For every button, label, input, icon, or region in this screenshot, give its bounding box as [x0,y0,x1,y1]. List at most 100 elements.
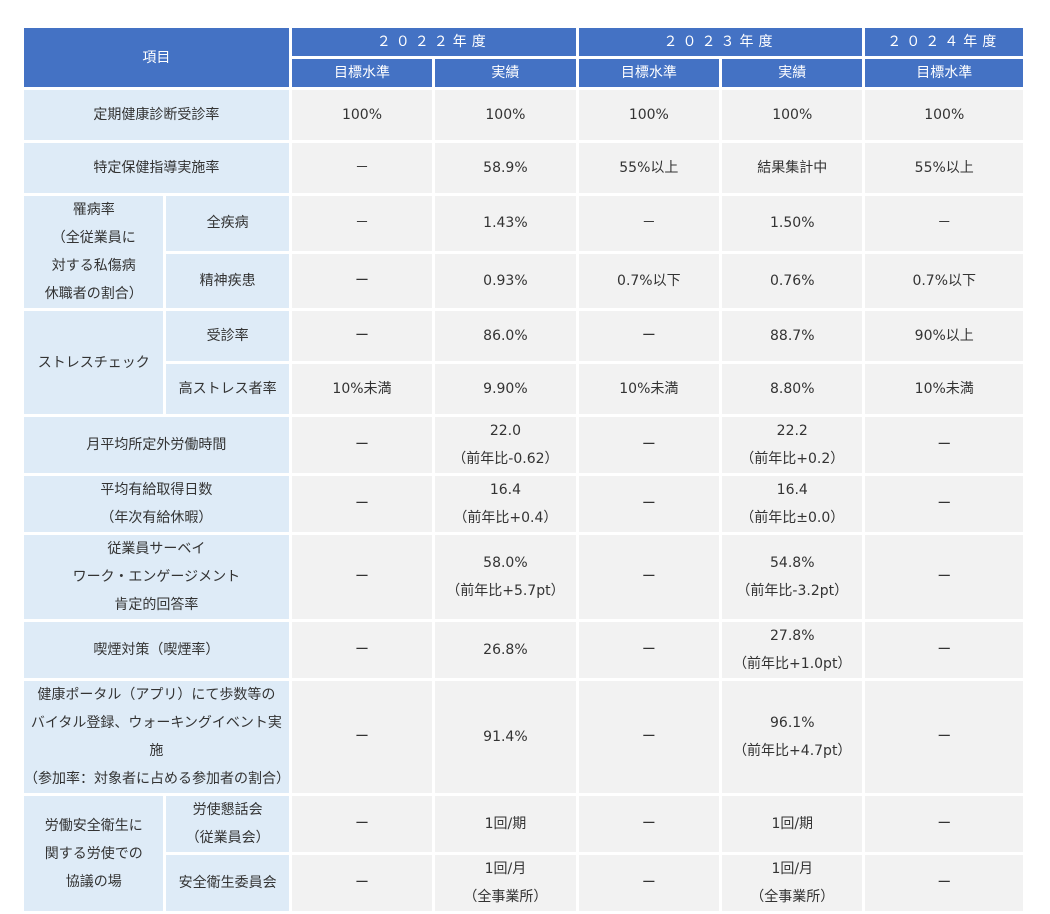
cell-line: ー [641,729,656,745]
cell-2023-target: ー [578,311,720,361]
cell-2022-actual: 1回/期 [435,796,576,852]
row-label: 平均有給取得日数 （年次有給休暇） [24,476,289,532]
row-label: 健康ポータル（アプリ）にて歩数等の バイタル登録、ウォーキングイベント実施 （参… [24,681,290,793]
label-line: 健康ポータル（アプリ）にて歩数等の [37,687,276,703]
cell-2022-actual: 22.0 （前年比-0.62） [435,417,576,473]
safety-group-label: 労働安全衛生に 関する労使での 協議の場 [24,796,164,911]
row-sublabel: 労使懇話会 （従業員会） [166,796,289,852]
illness-group-label: 罹病率 （全従業員に 対する私傷病 休職者の割合） [24,196,164,308]
cell-2024-target: ー [865,796,1023,852]
row-smoking: 喫煙対策（喫煙率） ー 26.8% ー 27.8% （前年比+1.0pt） ー [24,622,1023,678]
cell-2024-target: ー [865,855,1023,911]
illness-group-line: 休職者の割合） [44,286,143,302]
header-2023-target: 目標水準 [578,59,720,87]
cell-2022-actual: 100% [435,90,576,140]
row-sublabel: 全疾病 [166,196,289,251]
cell-line: （前年比+0.4） [453,510,558,526]
row-illness-all: 罹病率 （全従業員に 対する私傷病 休職者の割合） 全疾病 － 1.43% － … [24,196,1023,308]
cell-2022-target: ー [291,253,433,308]
cell-line: ー [354,729,369,745]
row-survey: 従業員サーベイ ワーク・エンゲージメント 肯定的回答率 ー 58.0% （前年比+… [24,535,1023,619]
header-year-2022: ２０２２年度 [291,28,576,56]
cell-2023-target: ー [578,622,720,678]
cell-2023-actual: 88.7% [722,311,863,361]
cell-2022-target: － [291,196,433,251]
row-portal: 健康ポータル（アプリ）にて歩数等の バイタル登録、ウォーキングイベント実施 （参… [24,681,1023,793]
cell-line: ー [354,496,369,512]
cell-2023-target: ー [578,535,720,619]
cell-2022-actual: 58.0% （前年比+5.7pt） [435,535,576,619]
label-line: 労働安全衛生に [44,817,143,834]
row-sublabel: 高ストレス者率 [166,364,289,414]
header-2023-actual: 実績 [722,59,863,87]
cell-2022-target: ー [291,417,433,473]
cell-2022-actual: 1.43% [435,196,576,251]
cell-2024-target: 10%未満 [865,364,1023,414]
cell-line: （全事業所） [750,889,835,905]
cell-2023-target: 55%以上 [578,143,720,193]
cell-line: （前年比-0.62） [452,451,559,467]
cell-line: （前年比±0.0） [740,510,845,526]
cell-2023-target: ー [578,796,720,852]
row-guidance: 特定保健指導実施率 － 58.9% 55%以上 結果集計中 55%以上 [24,143,1023,193]
cell-line: ー [937,569,952,585]
cell-line: ー [354,875,369,891]
stress-group-label: ストレスチェック [24,311,164,414]
cell-2022-actual: 86.0% [435,311,576,361]
cell-2022-actual: 0.93% [435,253,576,308]
cell-2023-actual: 16.4 （前年比±0.0） [722,476,863,532]
cell-2022-actual: 16.4 （前年比+0.4） [435,476,576,532]
cell-line: ー [937,642,952,658]
cell-2023-target: ー [578,681,720,793]
cell-2022-target: 10%未満 [291,364,433,414]
cell-line: ー [641,437,656,453]
row-illness-mental: 精神疾患 ー 0.93% 0.7%以下 0.76% 0.7%以下 [24,253,1023,308]
cell-line: ー [937,496,952,512]
cell-2023-actual: 1回/期 [722,796,863,852]
cell-2023-actual: 1.50% [722,196,863,251]
cell-2022-actual: 58.9% [435,143,576,193]
header-2024-target: 目標水準 [865,59,1023,87]
cell-line: ー [937,729,952,745]
row-sublabel: 安全衛生委員会 [166,855,289,911]
cell-line: 26.8% [483,642,528,658]
row-label: 従業員サーベイ ワーク・エンゲージメント 肯定的回答率 [24,535,289,619]
row-label: 月平均所定外労働時間 [24,417,289,473]
cell-line: 91.4% [483,729,528,745]
cell-line: （前年比+4.7pt） [733,743,852,759]
row-label: 定期健康診断受診率 [24,90,289,140]
cell-line: 96.1% [770,715,815,731]
cell-2023-actual: 1回/月 （全事業所） [722,855,863,911]
cell-line: 22.0 [489,423,521,439]
cell-2024-target: ー [865,476,1023,532]
cell-2023-target: ー [578,476,720,532]
cell-2023-actual: 96.1% （前年比+4.7pt） [722,681,863,793]
cell-line: 27.8% [770,628,815,644]
label-line: （年次有給休暇） [100,510,213,526]
cell-line: 16.4 [776,482,808,498]
health-metrics-table: 項目 ２０２２年度 ２０２３年度 ２０２４年度 目標水準 実績 目標水準 実績 … [21,25,1026,914]
row-stress-high: 高ストレス者率 10%未満 9.90% 10%未満 8.80% 10%未満 [24,364,1023,414]
cell-2022-target: 100% [291,90,433,140]
label-line: 平均有給取得日数 [100,482,213,498]
cell-2022-target: ー [291,855,433,911]
cell-2023-actual: 結果集計中 [722,143,863,193]
cell-2024-target: 55%以上 [865,143,1023,193]
cell-2024-target: ー [865,417,1023,473]
cell-2022-actual: 26.8% [435,622,576,678]
cell-2023-actual: 22.2 （前年比+0.2） [722,417,863,473]
cell-2022-target: ー [291,681,433,793]
label-line: （従業員会） [185,830,270,846]
cell-2024-target: 0.7%以下 [865,253,1023,308]
row-stress-exam: ストレスチェック 受診率 ー 86.0% ー 88.7% 90%以上 [24,311,1023,414]
cell-line: （全事業所） [463,889,548,905]
cell-2022-target: ー [291,535,433,619]
row-safety-council: 労働安全衛生に 関する労使での 協議の場 労使懇話会 （従業員会） ー 1回/期… [24,796,1023,911]
cell-2023-target: ー [578,417,720,473]
row-sublabel: 受診率 [166,311,289,361]
cell-line: ー [354,437,369,453]
row-safety-committee: 安全衛生委員会 ー 1回/月 （全事業所） ー 1回/月 （全事業所） ー [24,855,1023,911]
cell-line: ー [937,875,952,891]
cell-line: 58.0% [483,555,528,571]
label-line: 従業員サーベイ [107,541,206,557]
